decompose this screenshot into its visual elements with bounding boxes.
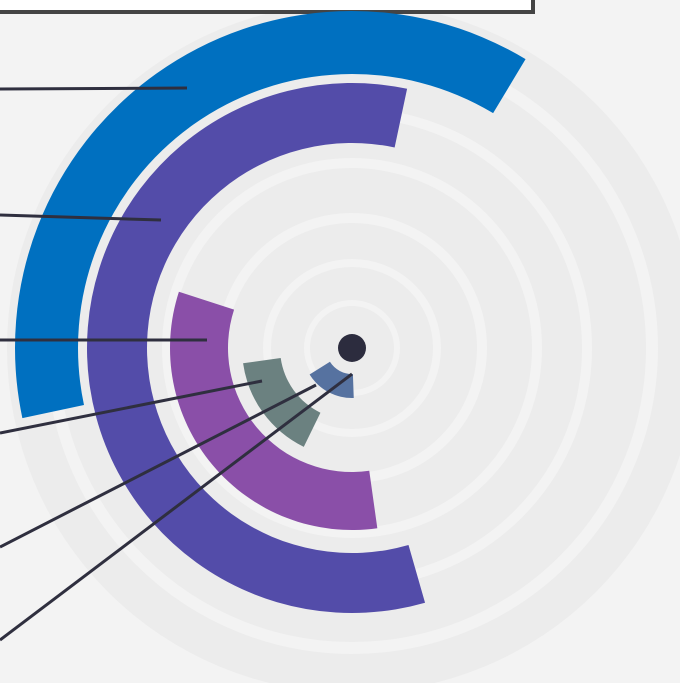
bar (15, 11, 526, 419)
bar (309, 361, 354, 398)
bar (170, 291, 378, 530)
leader-line (0, 383, 317, 549)
bar (338, 334, 366, 362)
leader-line (0, 372, 353, 642)
header-box (0, 0, 535, 14)
leader-line (0, 379, 263, 435)
bar (87, 83, 426, 614)
leader-lines (0, 86, 353, 642)
leader-line (0, 213, 162, 222)
leader-line (0, 86, 188, 91)
ring (162, 158, 542, 538)
ring (263, 259, 441, 437)
bars (15, 11, 526, 614)
